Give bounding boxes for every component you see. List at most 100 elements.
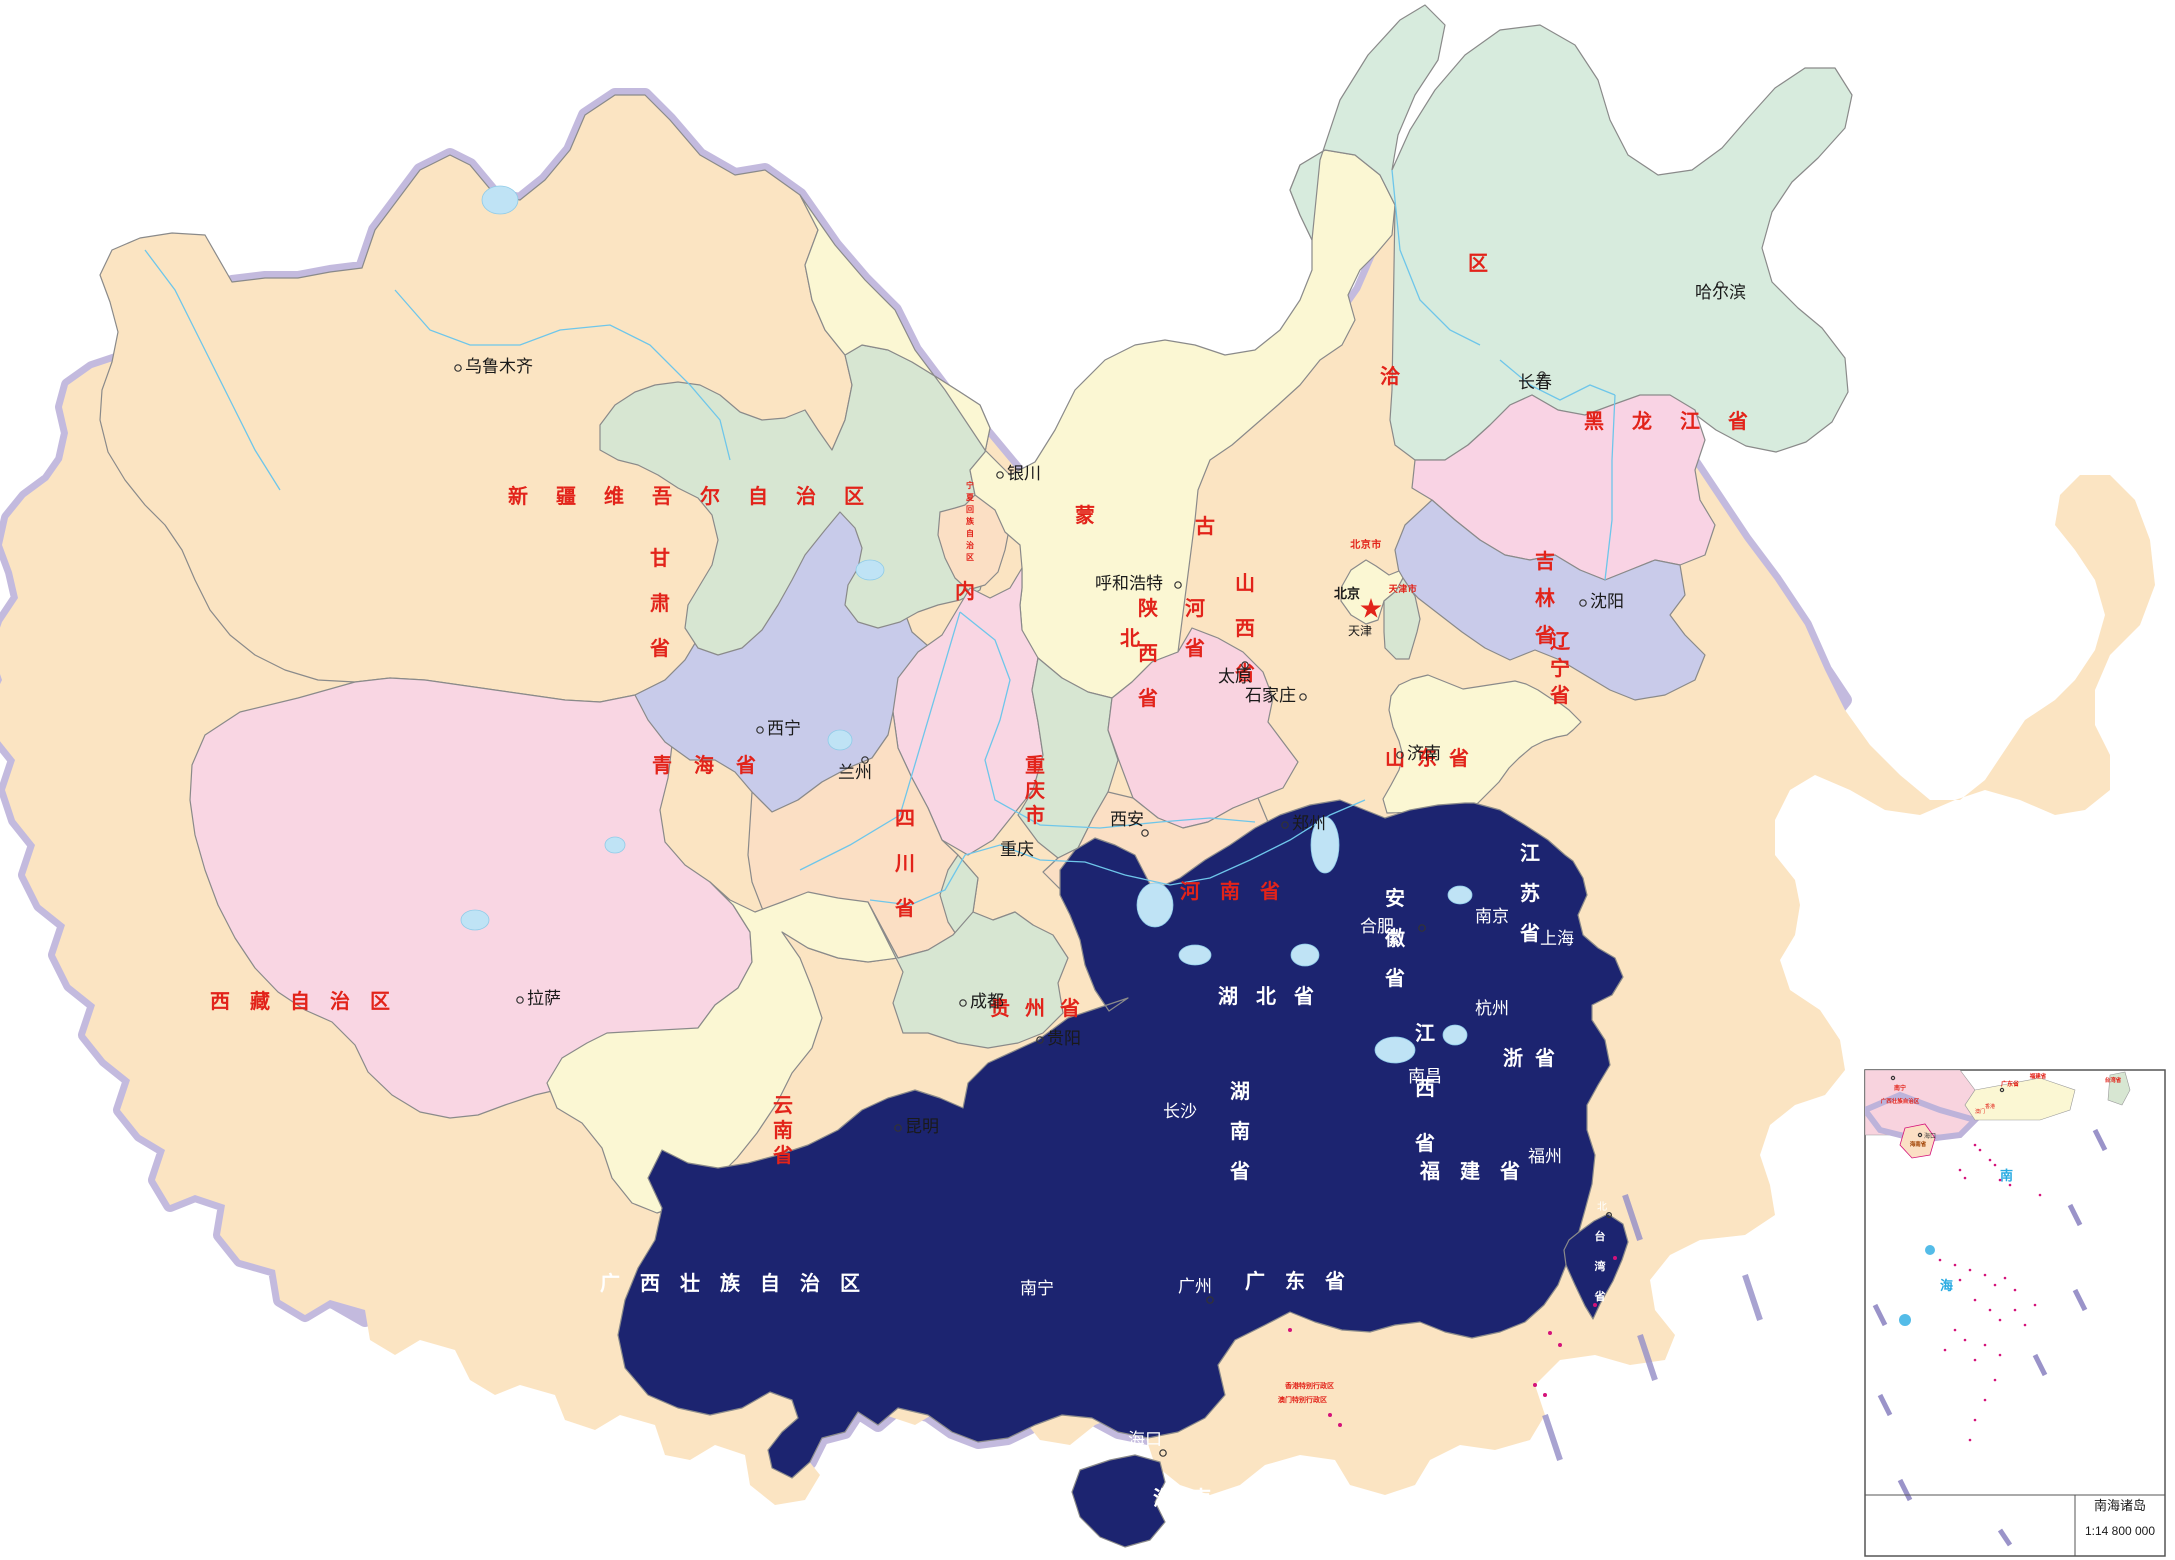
svg-text:苏: 苏 xyxy=(1520,882,1540,905)
svg-text:北: 北 xyxy=(1120,627,1140,650)
svg-text:黑龙江省: 黑龙江省 xyxy=(1584,409,1776,433)
svg-text:省: 省 xyxy=(772,1144,793,1167)
svg-text:省: 省 xyxy=(1549,684,1570,707)
svg-text:台湾省: 台湾省 xyxy=(2105,1076,2122,1084)
svg-text:石家庄: 石家庄 xyxy=(1245,686,1296,705)
svg-text:甘: 甘 xyxy=(650,547,670,570)
svg-text:南: 南 xyxy=(1230,1120,1250,1143)
svg-text:山: 山 xyxy=(1385,747,1405,770)
svg-text:哈尔滨: 哈尔滨 xyxy=(1695,283,1746,302)
svg-text:省: 省 xyxy=(649,637,670,660)
svg-text:省: 省 xyxy=(1137,687,1158,710)
svg-text:江: 江 xyxy=(1520,842,1540,865)
svg-text:广东省: 广东省 xyxy=(2001,1080,2019,1088)
svg-text:1:14 800 000: 1:14 800 000 xyxy=(2085,1524,2155,1538)
svg-text:省: 省 xyxy=(1519,922,1540,945)
svg-text:呼和浩特: 呼和浩特 xyxy=(1095,574,1163,593)
svg-text:广西壮族自治区: 广西壮族自治区 xyxy=(1881,1097,1920,1105)
svg-text:广州: 广州 xyxy=(1178,1277,1212,1296)
svg-text:区: 区 xyxy=(966,553,974,562)
svg-text:州: 州 xyxy=(1025,997,1045,1020)
svg-text:洽: 洽 xyxy=(1380,364,1401,388)
svg-text:江: 江 xyxy=(1415,1022,1435,1045)
svg-text:南京: 南京 xyxy=(1475,907,1509,926)
svg-text:河: 河 xyxy=(1185,597,1205,620)
svg-text:海: 海 xyxy=(1940,1278,1953,1293)
svg-text:省: 省 xyxy=(1184,637,1205,660)
svg-text:成都: 成都 xyxy=(970,992,1004,1011)
svg-text:香港: 香港 xyxy=(1985,1103,1995,1110)
svg-text:四: 四 xyxy=(895,808,915,830)
svg-text:肃: 肃 xyxy=(650,592,670,615)
svg-text:夏: 夏 xyxy=(965,493,975,502)
svg-text:海南省: 海南省 xyxy=(1153,1486,1267,1510)
svg-text:省: 省 xyxy=(1229,1160,1250,1183)
svg-text:区: 区 xyxy=(1468,253,1488,275)
svg-text:香港特别行政区: 香港特别行政区 xyxy=(1284,1381,1334,1390)
svg-text:吉: 吉 xyxy=(1535,550,1555,573)
svg-text:乌鲁木齐: 乌鲁木齐 xyxy=(465,357,533,376)
svg-text:山: 山 xyxy=(1235,572,1255,595)
svg-text:省: 省 xyxy=(894,897,915,920)
svg-text:治: 治 xyxy=(966,540,974,550)
svg-text:南昌: 南昌 xyxy=(1408,1067,1442,1086)
svg-text:海口: 海口 xyxy=(1924,1132,1936,1140)
svg-text:重庆: 重庆 xyxy=(1000,840,1034,859)
svg-text:海南省: 海南省 xyxy=(1910,1140,1927,1148)
svg-text:蒙: 蒙 xyxy=(1075,504,1095,527)
svg-text:太原: 太原 xyxy=(1218,667,1252,686)
svg-text:省: 省 xyxy=(1059,997,1080,1020)
svg-text:河南省: 河南省 xyxy=(1180,880,1300,903)
svg-text:长春: 长春 xyxy=(1518,373,1552,392)
svg-text:北京: 北京 xyxy=(1334,586,1360,601)
svg-text:湖: 湖 xyxy=(1230,1080,1250,1103)
svg-text:宁: 宁 xyxy=(1550,656,1570,680)
svg-text:市: 市 xyxy=(1025,803,1045,827)
svg-text:拉萨: 拉萨 xyxy=(527,989,561,1008)
svg-text:福建省: 福建省 xyxy=(2029,1072,2047,1080)
svg-text:银川: 银川 xyxy=(1007,464,1041,483)
svg-text:广东省: 广东省 xyxy=(1245,1269,1365,1293)
svg-text:海口: 海口 xyxy=(1128,1430,1162,1449)
svg-text:澳门特别行政区: 澳门特别行政区 xyxy=(1278,1395,1327,1404)
svg-text:北京市: 北京市 xyxy=(1350,538,1382,551)
svg-text:古: 古 xyxy=(1195,514,1215,538)
svg-text:澳门: 澳门 xyxy=(1975,1108,1985,1115)
svg-text:福建省: 福建省 xyxy=(1419,1159,1540,1183)
svg-text:新疆维吾尔自治区: 新疆维吾尔自治区 xyxy=(508,484,892,508)
svg-text:安: 安 xyxy=(1385,886,1405,910)
svg-text:省: 省 xyxy=(1594,1289,1606,1303)
svg-text:杭州: 杭州 xyxy=(1475,999,1509,1018)
svg-text:庆: 庆 xyxy=(1025,778,1045,802)
svg-text:自: 自 xyxy=(966,528,974,538)
svg-text:福州: 福州 xyxy=(1528,1147,1562,1166)
svg-text:湾: 湾 xyxy=(1595,1259,1606,1273)
svg-text:郑州: 郑州 xyxy=(1292,814,1326,833)
svg-text:济南: 济南 xyxy=(1407,744,1441,763)
svg-text:云: 云 xyxy=(773,1095,793,1117)
svg-text:浙: 浙 xyxy=(1503,1046,1523,1070)
svg-text:内: 内 xyxy=(955,579,975,603)
svg-text:广西壮族自治区: 广西壮族自治区 xyxy=(600,1271,880,1295)
svg-text:南海诸岛: 南海诸岛 xyxy=(2094,1498,2146,1513)
svg-text:西藏自治区: 西藏自治区 xyxy=(210,989,410,1013)
svg-text:宁: 宁 xyxy=(966,480,974,490)
svg-text:西: 西 xyxy=(1235,618,1255,640)
svg-text:省: 省 xyxy=(1534,1047,1555,1070)
svg-text:辽: 辽 xyxy=(1550,630,1571,653)
svg-text:天津: 天津 xyxy=(1348,624,1372,638)
svg-text:长沙: 长沙 xyxy=(1163,1102,1197,1121)
svg-text:南宁: 南宁 xyxy=(1894,1084,1906,1092)
svg-text:北: 北 xyxy=(1597,1201,1607,1213)
svg-text:省: 省 xyxy=(1384,967,1405,990)
svg-text:重: 重 xyxy=(1025,754,1045,777)
svg-text:天津市: 天津市 xyxy=(1389,583,1418,594)
svg-text:南宁: 南宁 xyxy=(1020,1279,1054,1298)
svg-text:昆明: 昆明 xyxy=(905,1117,939,1136)
svg-text:西: 西 xyxy=(1138,643,1158,665)
svg-text:沈阳: 沈阳 xyxy=(1590,592,1624,611)
svg-text:兰州: 兰州 xyxy=(838,763,872,782)
svg-text:南: 南 xyxy=(773,1119,793,1142)
svg-text:台: 台 xyxy=(1595,1229,1606,1243)
svg-text:南: 南 xyxy=(2000,1168,2013,1183)
